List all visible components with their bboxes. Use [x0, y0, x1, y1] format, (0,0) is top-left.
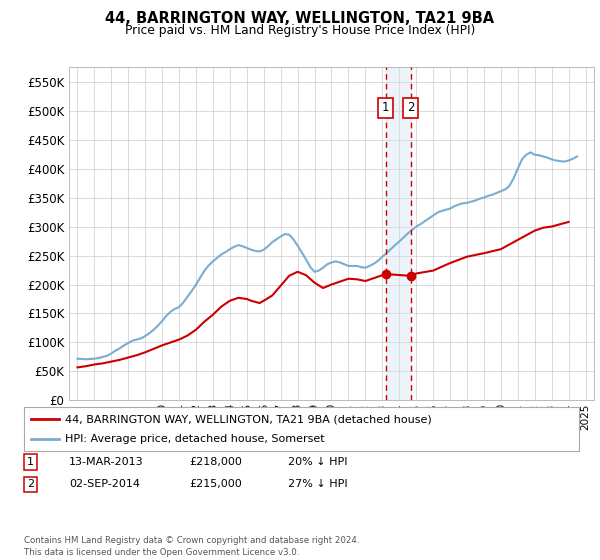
Text: HPI: Average price, detached house, Somerset: HPI: Average price, detached house, Some…: [65, 435, 325, 445]
Text: Price paid vs. HM Land Registry's House Price Index (HPI): Price paid vs. HM Land Registry's House …: [125, 24, 475, 37]
Text: 1: 1: [382, 101, 389, 114]
Bar: [386, 67, 410, 400]
Text: 20% ↓ HPI: 20% ↓ HPI: [288, 457, 347, 467]
Text: 13-MAR-2013: 13-MAR-2013: [69, 457, 143, 467]
Text: 1: 1: [27, 457, 34, 467]
Text: 2: 2: [27, 479, 34, 489]
Text: 44, BARRINGTON WAY, WELLINGTON, TA21 9BA (detached house): 44, BARRINGTON WAY, WELLINGTON, TA21 9BA…: [65, 414, 431, 424]
Text: £215,000: £215,000: [189, 479, 242, 489]
Text: £218,000: £218,000: [189, 457, 242, 467]
Text: 44, BARRINGTON WAY, WELLINGTON, TA21 9BA: 44, BARRINGTON WAY, WELLINGTON, TA21 9BA: [106, 11, 494, 26]
Text: 02-SEP-2014: 02-SEP-2014: [69, 479, 140, 489]
Text: 2: 2: [407, 101, 415, 114]
Text: Contains HM Land Registry data © Crown copyright and database right 2024.
This d: Contains HM Land Registry data © Crown c…: [24, 536, 359, 557]
Text: 27% ↓ HPI: 27% ↓ HPI: [288, 479, 347, 489]
